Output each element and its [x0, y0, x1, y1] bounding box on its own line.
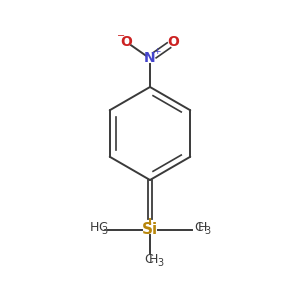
Text: 3: 3	[157, 258, 163, 268]
Text: H: H	[149, 253, 158, 266]
Text: 3: 3	[204, 226, 210, 236]
Text: C: C	[194, 220, 203, 234]
Text: +: +	[153, 47, 160, 56]
Text: H: H	[90, 220, 99, 234]
Text: N: N	[144, 52, 156, 65]
Text: H: H	[198, 220, 207, 234]
Text: Si: Si	[142, 222, 158, 237]
Text: O: O	[121, 35, 133, 49]
Text: 3: 3	[102, 226, 108, 236]
Text: C: C	[145, 253, 153, 266]
Text: −: −	[117, 31, 125, 40]
Text: O: O	[167, 35, 179, 49]
Text: C: C	[98, 220, 107, 234]
